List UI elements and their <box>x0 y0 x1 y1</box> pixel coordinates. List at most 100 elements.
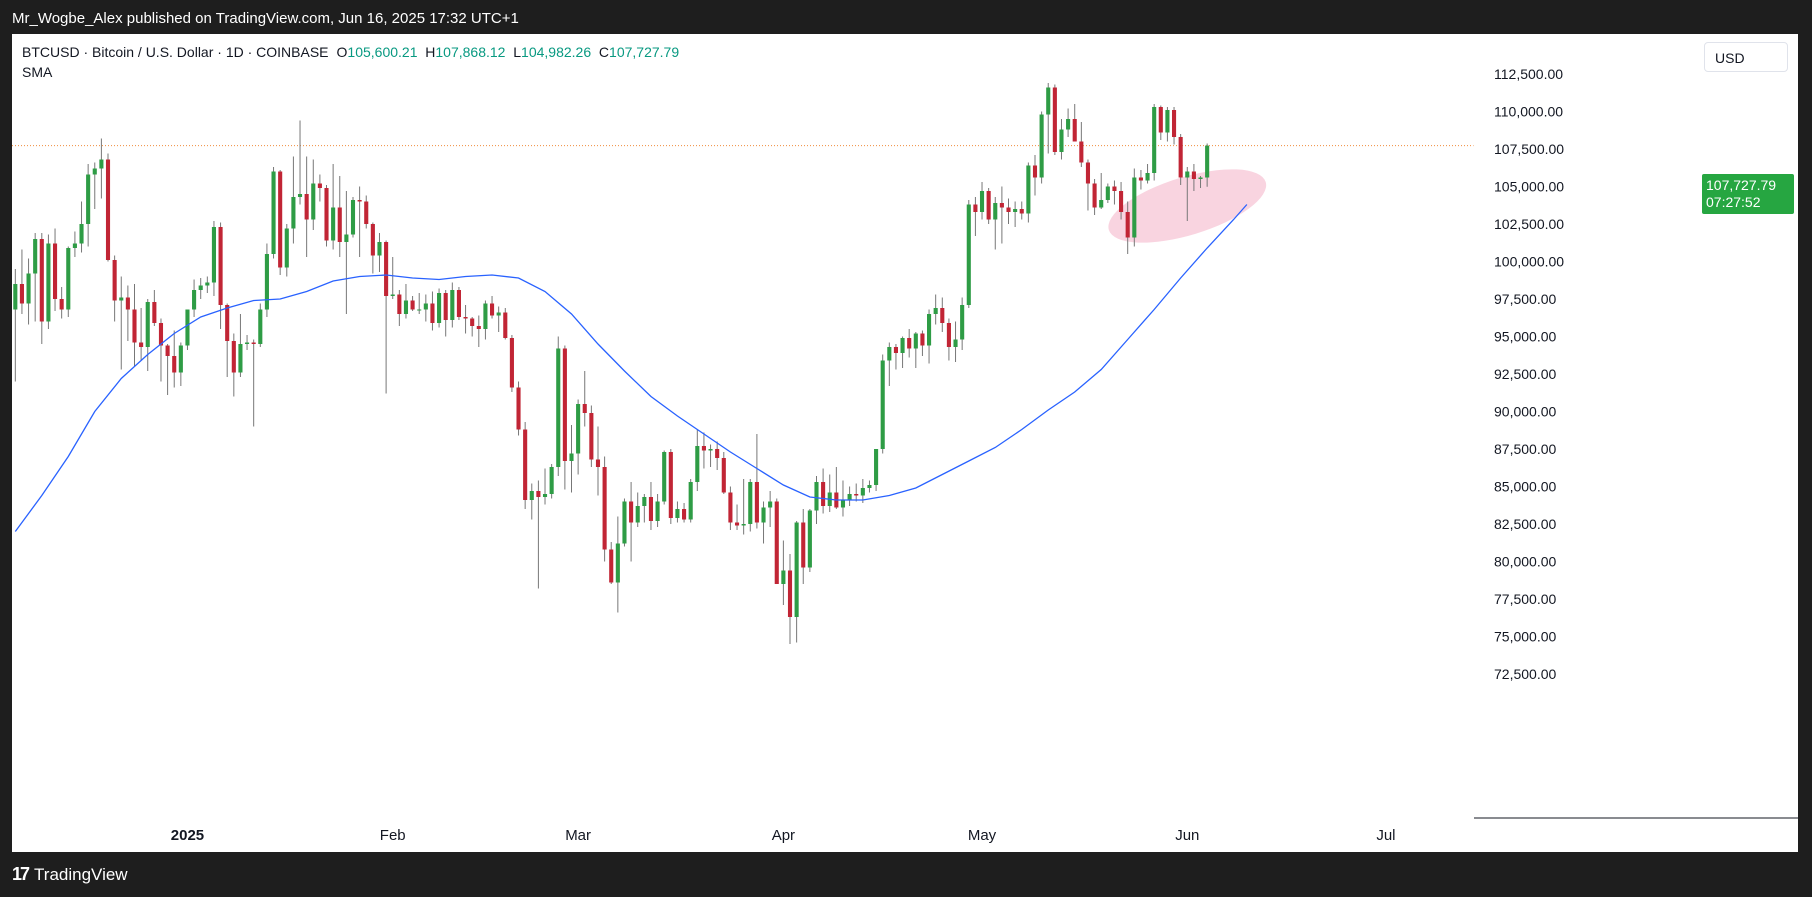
candle <box>152 290 157 326</box>
candle-body <box>1138 177 1143 181</box>
candle <box>907 329 912 358</box>
x-tick-label: Mar <box>565 827 591 844</box>
tradingview-logo[interactable]: 17 TradingView <box>12 864 128 885</box>
candle-body <box>629 501 634 523</box>
candle-body <box>1165 110 1170 133</box>
candle <box>410 296 415 311</box>
candle <box>642 494 647 523</box>
candle-body <box>695 446 700 482</box>
candle-body <box>26 273 31 304</box>
candle-body <box>682 509 687 520</box>
candle <box>258 303 263 347</box>
candle-body <box>787 570 793 617</box>
candle-body <box>132 309 137 343</box>
candle <box>1105 183 1110 203</box>
candle-body <box>489 303 495 316</box>
chart-panel[interactable]: 72,500.00 75,000.00 77,500.00 80,000.00 82,5… <box>12 34 1798 852</box>
indicator-label[interactable]: SMA <box>22 64 53 80</box>
candle-body <box>13 284 18 310</box>
candle-body <box>1112 186 1117 191</box>
candle <box>1092 179 1097 215</box>
candle-body <box>721 458 726 493</box>
candle-body <box>437 293 442 323</box>
candle-body <box>1092 183 1097 208</box>
y-tick-label: 90,000.00 <box>1494 404 1556 420</box>
candle-body <box>245 342 250 344</box>
candle <box>542 468 548 505</box>
candle <box>39 233 44 344</box>
y-tick-label: 82,500.00 <box>1494 516 1556 532</box>
y-tick-label: 72,500.00 <box>1494 666 1556 682</box>
candle <box>99 138 104 199</box>
candle-body <box>417 309 422 311</box>
close-value: 107,727.79 <box>609 44 680 60</box>
candle <box>165 344 170 395</box>
candle-body <box>331 207 336 241</box>
candle-body <box>1185 171 1190 178</box>
candle-body <box>364 201 369 224</box>
candle <box>748 479 753 532</box>
candlestick-chart[interactable]: 72,500.00 75,000.00 77,500.00 80,000.00 82,5… <box>12 34 1798 852</box>
candle-body <box>615 543 620 583</box>
high-value: 107,868.12 <box>435 44 506 60</box>
candle <box>430 291 435 331</box>
candle <box>218 222 223 329</box>
candle-body <box>1026 165 1031 214</box>
chart-legend: BTCUSD · Bitcoin / U.S. Dollar · 1D · CO… <box>22 44 679 80</box>
candle-body <box>1152 107 1157 173</box>
candle <box>1119 182 1124 220</box>
candle-body <box>1072 119 1077 142</box>
candle <box>437 288 442 328</box>
currency-button[interactable]: USD <box>1704 42 1788 72</box>
candle <box>125 285 130 341</box>
candle <box>933 294 938 325</box>
candle <box>1171 107 1177 145</box>
candle <box>893 344 898 370</box>
candle <box>827 474 832 512</box>
candle <box>979 182 985 220</box>
candle <box>291 156 296 244</box>
candle-body <box>158 323 164 346</box>
y-tick-label: 80,000.00 <box>1494 554 1556 570</box>
candle <box>695 429 700 491</box>
candle <box>675 501 680 523</box>
y-tick-label: 85,000.00 <box>1494 479 1556 495</box>
candle-body <box>529 491 534 500</box>
symbol-line[interactable]: BTCUSD · Bitcoin / U.S. Dollar · 1D · CO… <box>22 44 329 60</box>
candle <box>926 309 932 364</box>
candle <box>622 498 627 547</box>
candle <box>595 426 601 496</box>
candle <box>562 345 567 490</box>
tradingview-brand: TradingView <box>34 864 128 884</box>
candle-body <box>278 171 283 268</box>
candle-body <box>821 482 826 506</box>
candle <box>847 486 852 506</box>
candle-body <box>264 254 269 310</box>
x-tick-label: May <box>968 827 997 844</box>
y-tick-label: 100,000.00 <box>1494 254 1564 270</box>
last-price-value: 107,727.79 <box>1706 177 1777 193</box>
candle-body <box>1125 212 1130 238</box>
candle <box>423 294 428 322</box>
candle <box>529 483 534 520</box>
candle <box>112 255 117 322</box>
candle-body <box>807 510 812 568</box>
candle-body <box>562 348 567 461</box>
candle <box>33 233 38 322</box>
candle-body <box>662 452 667 502</box>
candle-body <box>139 342 144 347</box>
candle <box>920 330 925 356</box>
candle <box>1132 168 1137 247</box>
candle-body <box>350 200 356 235</box>
candle-body <box>1039 114 1044 178</box>
candle <box>1145 164 1150 184</box>
candle-body <box>410 300 415 310</box>
candle <box>900 336 905 368</box>
candle-body <box>549 467 554 494</box>
candle <box>1205 143 1210 187</box>
candle <box>814 476 819 524</box>
candle-body <box>814 482 819 511</box>
candle-body <box>582 404 587 413</box>
candle <box>741 479 746 535</box>
candle <box>1198 176 1203 188</box>
